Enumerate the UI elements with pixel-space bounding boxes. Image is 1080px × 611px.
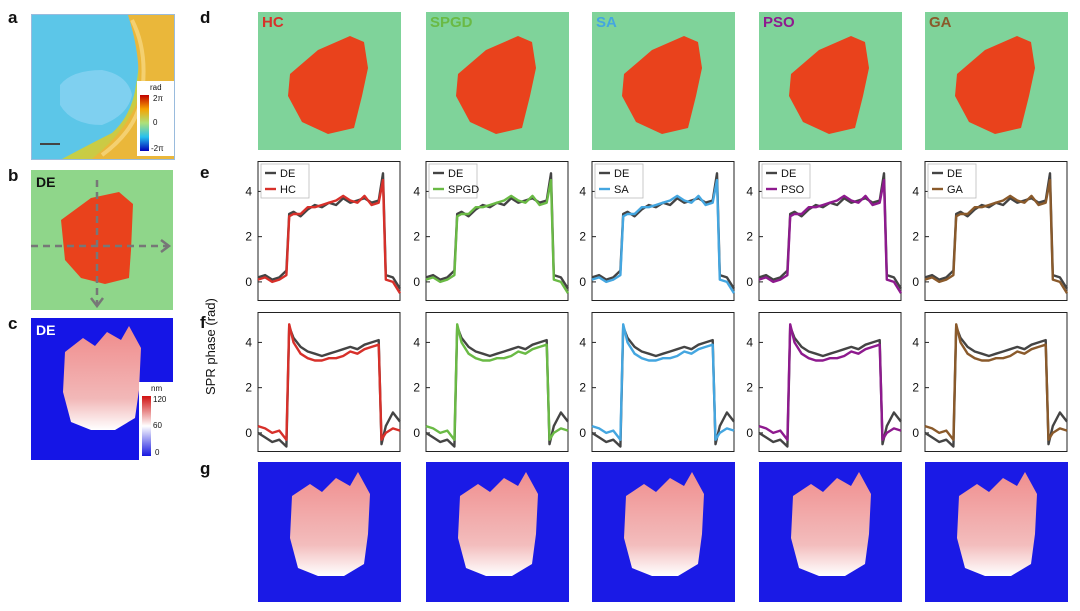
phase-cbar-unit: rad: [150, 83, 162, 92]
phase-cbar-mid: 0: [153, 118, 158, 127]
series-pso-line: [758, 178, 903, 294]
line-plot-f-hc: 0 2 4: [228, 312, 403, 452]
height-cbar-unit: nm: [151, 384, 162, 393]
series-pso-line: [758, 323, 902, 441]
y-tick-label: 2: [746, 381, 753, 395]
series-spgd-line: [425, 323, 569, 441]
y-tick-label: 0: [912, 426, 919, 440]
series-sa-line: [591, 178, 736, 294]
line-plot-f-pso: 0 2 4: [729, 312, 904, 452]
panel-letter-d: d: [200, 8, 211, 27]
y-tick-label: 2: [579, 381, 586, 395]
algorithm-title: SA: [596, 14, 617, 31]
de-label-c: DE: [36, 322, 56, 338]
panel-letter-c: c: [8, 314, 18, 333]
legend-label-sa: SA: [614, 184, 629, 196]
line-plot-f-ga: 0 2 4: [895, 312, 1070, 452]
height-map-spgd: [426, 462, 569, 602]
y-tick-label: 4: [912, 335, 919, 349]
y-tick-label: 2: [245, 381, 252, 395]
phase-cbar-min: -2π: [151, 144, 164, 153]
phase-map-spgd: SPGD: [426, 12, 569, 150]
panel-letter-a: a: [8, 8, 18, 27]
series-hc-line: [257, 178, 402, 294]
y-tick-label: 0: [245, 426, 252, 440]
phase-cbar-max: 2π: [153, 94, 163, 103]
y-tick-label: 0: [746, 426, 753, 440]
legend-label-hc: HC: [280, 184, 296, 196]
series-hc-line: [257, 323, 401, 441]
phase-map-pso: PSO: [759, 12, 902, 150]
line-plot-e-pso: 0 2 4 DE PSO: [729, 161, 904, 301]
y-tick-label: 2: [912, 381, 919, 395]
panel-letter-f: f: [200, 313, 206, 332]
line-plot-f-sa: 0 2 4: [562, 312, 737, 452]
y-tick-label: 4: [245, 184, 252, 198]
y-tick-label: 4: [245, 335, 252, 349]
height-cbar-mid: 60: [153, 421, 162, 430]
legend-label-de: DE: [448, 168, 463, 180]
phase-map-ga: GA: [925, 12, 1068, 150]
height-map-hc: [258, 462, 401, 602]
algorithm-title: HC: [262, 14, 284, 31]
height-cbar-max: 120: [153, 395, 167, 404]
y-tick-label: 4: [413, 335, 420, 349]
de-height-panel: nm 120 60 0 DE: [31, 318, 173, 460]
y-tick-label: 0: [413, 426, 420, 440]
y-tick-label: 4: [579, 335, 586, 349]
phase-map-sa: SA: [592, 12, 735, 150]
y-tick-label: 4: [746, 184, 753, 198]
legend-label-pso: PSO: [781, 184, 805, 196]
y-tick-label: 2: [413, 230, 420, 244]
series-sa-line: [591, 323, 735, 441]
algorithm-title: PSO: [763, 14, 795, 31]
legend-label-de: DE: [947, 168, 962, 180]
algorithm-title: SPGD: [430, 14, 473, 31]
series-ga-line: [924, 178, 1069, 294]
y-tick-label: 4: [746, 335, 753, 349]
phase-map-hc: HC: [258, 12, 401, 150]
y-tick-label: 0: [245, 275, 252, 289]
height-map-sa: [592, 462, 735, 602]
height-cbar-min: 0: [155, 448, 160, 457]
line-plot-e-sa: 0 2 4 DE SA: [562, 161, 737, 301]
legend-label-de: DE: [781, 168, 796, 180]
y-tick-label: 0: [746, 275, 753, 289]
line-plot-f-spgd: 0 2 4: [396, 312, 571, 452]
line-plot-e-hc: 0 2 4 DE HC: [228, 161, 403, 301]
y-tick-label: 4: [912, 184, 919, 198]
y-tick-label: 2: [912, 230, 919, 244]
y-tick-label: 4: [579, 184, 586, 198]
height-map-pso: [759, 462, 902, 602]
y-tick-label: 4: [413, 184, 420, 198]
y-tick-label: 0: [912, 275, 919, 289]
series-spgd-line: [425, 178, 570, 294]
y-tick-label: 2: [245, 230, 252, 244]
series-ga-line: [924, 323, 1068, 441]
phase-map-panel: rad 2π 0 -2π: [31, 14, 175, 160]
y-tick-label: 2: [413, 381, 420, 395]
panel-letter-g: g: [200, 459, 211, 478]
y-tick-label: 0: [413, 275, 420, 289]
de-label-b: DE: [36, 174, 56, 190]
y-axis-label: SPR phase (rad): [203, 298, 218, 395]
de-phase-panel: DE: [31, 170, 173, 310]
legend-label-de: DE: [280, 168, 295, 180]
line-plot-e-ga: 0 2 4 DE GA: [895, 161, 1070, 301]
y-tick-label: 0: [579, 426, 586, 440]
height-map-ga: [925, 462, 1068, 602]
panel-letter-e: e: [200, 163, 210, 182]
panel-letter-b: b: [8, 166, 19, 185]
legend-label-de: DE: [614, 168, 629, 180]
legend-label-ga: GA: [947, 184, 964, 196]
line-plot-e-spgd: 0 2 4 DE SPGD: [396, 161, 571, 301]
algorithm-title: GA: [929, 14, 952, 31]
y-tick-label: 0: [579, 275, 586, 289]
y-tick-label: 2: [579, 230, 586, 244]
legend-label-spgd: SPGD: [448, 184, 479, 196]
y-tick-label: 2: [746, 230, 753, 244]
